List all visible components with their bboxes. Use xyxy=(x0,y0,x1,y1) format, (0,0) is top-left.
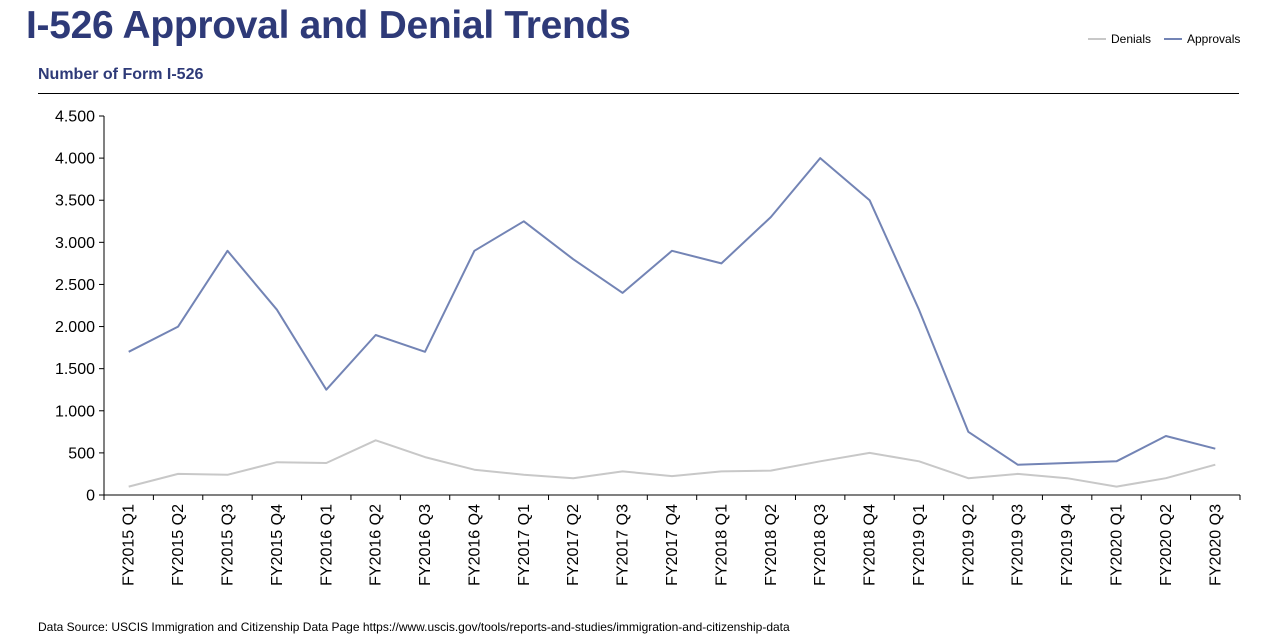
y-tick-label: 2.500 xyxy=(55,277,95,294)
y-tick-label: 4.500 xyxy=(55,109,95,126)
data-source-note: Data Source: USCIS Immigration and Citiz… xyxy=(38,620,790,634)
series-line-approvals xyxy=(128,157,1216,466)
y-tick-label: 1.500 xyxy=(55,361,95,378)
x-tick-label: FY2015 Q3 xyxy=(219,504,236,586)
x-axis-ticks: FY2015 Q1 FY2015 Q2 FY2015 Q3 FY2015 Q4 FY20… xyxy=(103,495,1241,586)
x-tick-label: FY2018 Q1 xyxy=(713,504,730,586)
x-tick-label: FY2018 Q3 xyxy=(812,504,829,586)
x-tick-label: FY2017 Q4 xyxy=(664,504,681,586)
x-tick-label: FY2019 Q1 xyxy=(911,504,928,586)
chart-subtitle: Number of Form I-526 xyxy=(38,66,204,83)
x-tick-label: FY2015 Q4 xyxy=(269,504,286,586)
series-lines xyxy=(128,157,1216,488)
x-tick-label: FY2015 Q2 xyxy=(170,504,187,586)
x-tick-label: FY2018 Q4 xyxy=(862,504,879,586)
legend: Denials Approvals xyxy=(1088,32,1240,46)
x-tick-label: FY2018 Q2 xyxy=(763,504,780,586)
legend-label-approvals: Approvals xyxy=(1187,32,1240,46)
y-tick-label: 1.000 xyxy=(55,403,95,420)
y-axis-ticks: 0 500 1.000 1.500 2.000 2.500 3.000 3.500 4.000 4… xyxy=(55,109,104,505)
x-tick-label: FY2019 Q4 xyxy=(1059,504,1076,586)
x-tick-label: FY2019 Q3 xyxy=(1010,504,1027,586)
x-tick-label: FY2020 Q3 xyxy=(1207,504,1224,586)
x-tick-label: FY2015 Q1 xyxy=(121,504,138,586)
x-tick-label: FY2016 Q1 xyxy=(318,504,335,586)
x-tick-label: FY2017 Q1 xyxy=(516,504,533,586)
y-tick-label: 4.000 xyxy=(55,151,95,168)
chart-axes xyxy=(103,116,1240,496)
x-tick-label: FY2017 Q3 xyxy=(615,504,632,586)
y-tick-label: 500 xyxy=(68,445,95,462)
x-tick-label: FY2020 Q1 xyxy=(1109,504,1126,586)
y-tick-label: 3.000 xyxy=(55,235,95,252)
y-tick-label: 2.000 xyxy=(55,319,95,336)
series-line-denials xyxy=(128,439,1216,488)
x-tick-label: FY2016 Q3 xyxy=(417,504,434,586)
x-tick-label: FY2019 Q2 xyxy=(960,504,977,586)
x-tick-label: FY2017 Q2 xyxy=(565,504,582,586)
y-tick-label: 0 xyxy=(86,488,95,505)
x-tick-label: FY2020 Q2 xyxy=(1158,504,1175,586)
y-tick-label: 3.500 xyxy=(55,193,95,210)
header-divider xyxy=(38,93,1239,94)
chart-title: I-526 Approval and Denial Trends xyxy=(26,4,631,47)
x-tick-label: FY2016 Q2 xyxy=(368,504,385,586)
x-tick-label: FY2016 Q4 xyxy=(466,504,483,586)
legend-label-denials: Denials xyxy=(1111,32,1151,46)
